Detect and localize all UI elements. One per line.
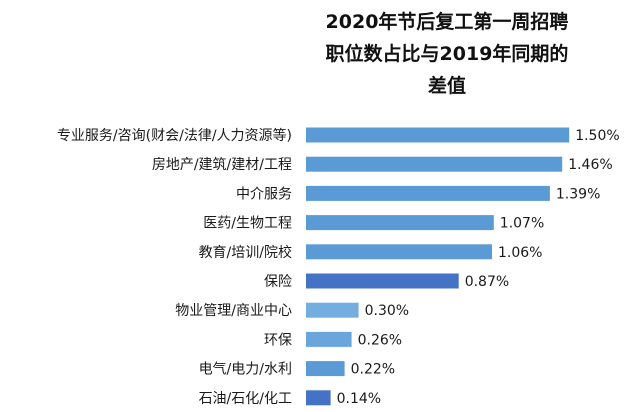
bar-5 xyxy=(306,244,492,260)
value-labels: 1.50% 1.46% 1.39% 1.07% 1.06% 0.87% 0.30% 0.26%… xyxy=(337,128,620,407)
bar-7 xyxy=(306,302,359,318)
bar-1 xyxy=(306,127,570,143)
chart-title-line-3: 差值 xyxy=(428,74,466,97)
value-label-2: 1.46% xyxy=(568,157,612,173)
bar-9 xyxy=(306,361,345,377)
value-label-6: 0.87% xyxy=(465,274,509,290)
chart-title-line-1: 2020年节后复工第一周招聘 xyxy=(326,10,569,33)
value-label-5: 1.06% xyxy=(498,245,542,261)
category-label-2: 房地产/建筑/建材/工程 xyxy=(152,157,292,173)
value-label-10: 0.14% xyxy=(337,391,381,407)
category-label-3: 中介服务 xyxy=(236,186,292,202)
category-label-5: 教育/培训/院校 xyxy=(199,244,292,261)
bar-6 xyxy=(306,273,459,289)
category-label-9: 电气/电力/水利 xyxy=(199,362,292,378)
chart-title-line-2: 职位数占比与2019年同期的 xyxy=(326,42,569,65)
bar-2 xyxy=(306,156,563,172)
bars xyxy=(306,127,570,406)
category-label-6: 保险 xyxy=(264,274,292,290)
category-label-8: 环保 xyxy=(264,332,292,348)
category-label-7: 物业管理/商业中心 xyxy=(175,303,292,319)
value-label-1: 1.50% xyxy=(575,128,619,144)
bar-3 xyxy=(306,185,550,201)
bar-10 xyxy=(306,390,331,406)
category-label-10: 石油/石化/化工 xyxy=(199,391,292,407)
bar-4 xyxy=(306,215,494,231)
bar-8 xyxy=(306,331,352,347)
value-label-9: 0.22% xyxy=(351,362,395,378)
chart-title: 2020年节后复工第一周招聘 职位数占比与2019年同期的 差值 xyxy=(326,10,569,97)
category-label-4: 医药/生物工程 xyxy=(203,216,292,232)
value-label-3: 1.39% xyxy=(556,186,600,202)
value-label-4: 1.07% xyxy=(500,216,544,232)
value-label-7: 0.30% xyxy=(365,303,409,319)
category-labels: 专业服务/咨询(财会/法律/人力资源等) 房地产/建筑/建材/工程中介服务医药/生… xyxy=(57,127,292,407)
value-label-8: 0.26% xyxy=(358,332,402,348)
category-label-1: 专业服务/咨询(财会/法律/人力资源等) xyxy=(57,127,292,144)
